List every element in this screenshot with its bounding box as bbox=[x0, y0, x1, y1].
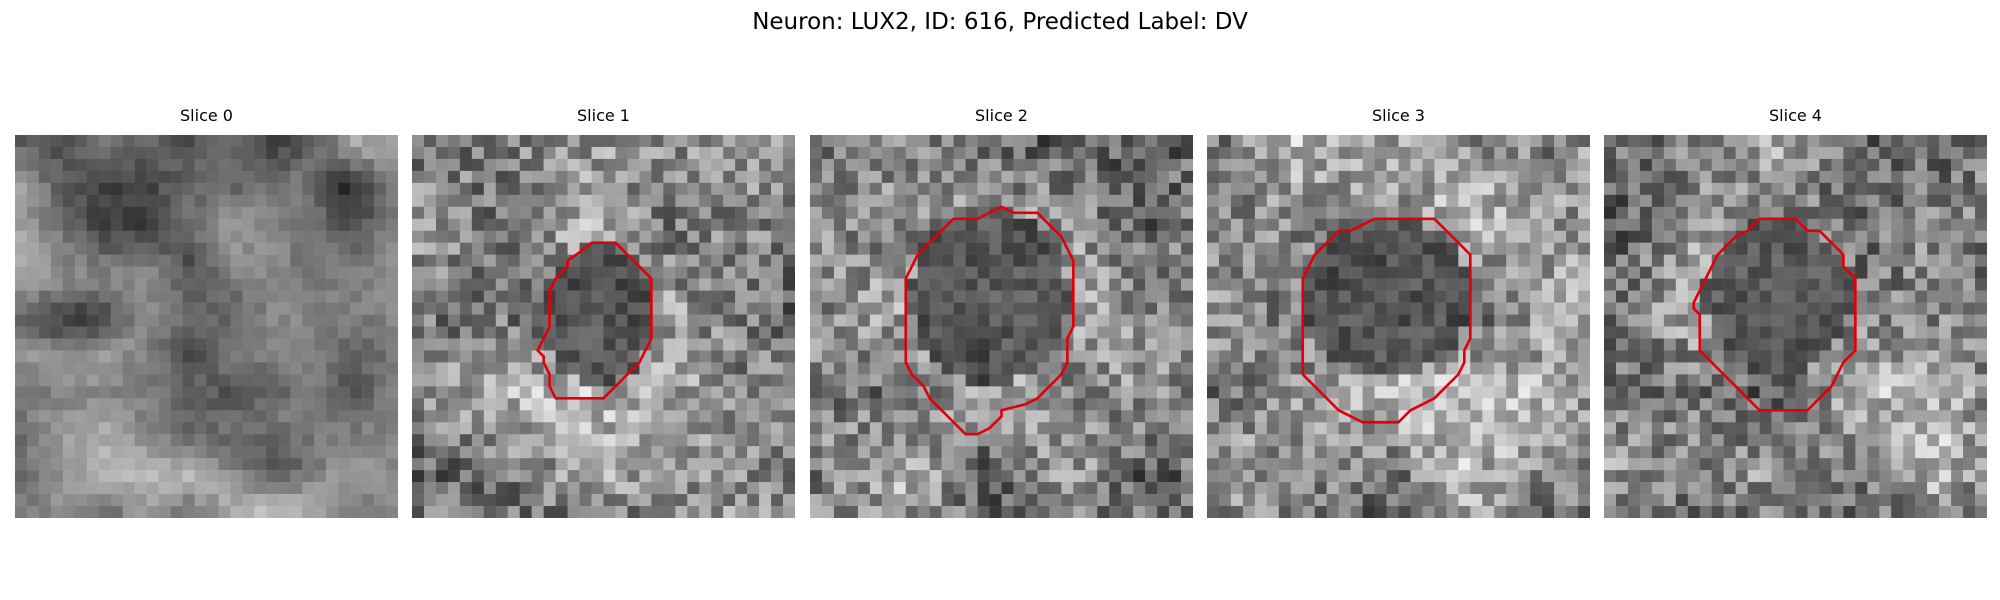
slice-image bbox=[412, 135, 795, 518]
neuron-contour bbox=[536, 241, 653, 400]
neuron-contour bbox=[1301, 217, 1472, 424]
slice-title: Slice 3 bbox=[1372, 106, 1425, 125]
slice-panel-1: Slice 1 bbox=[412, 106, 795, 518]
slice-image bbox=[1604, 135, 1987, 518]
slice-title: Slice 4 bbox=[1769, 106, 1822, 125]
slice-panel-0: Slice 0 bbox=[15, 106, 398, 518]
slice-panel-2: Slice 2 bbox=[810, 106, 1193, 518]
slice-image bbox=[810, 135, 1193, 518]
slice-panel-3: Slice 3 bbox=[1207, 106, 1590, 518]
slice-image bbox=[1207, 135, 1590, 518]
slice-image bbox=[15, 135, 398, 518]
slice-panel-4: Slice 4 bbox=[1604, 106, 1987, 518]
neuron-contour bbox=[1692, 217, 1857, 412]
neuron-contour bbox=[904, 205, 1075, 436]
slice-title: Slice 0 bbox=[180, 106, 233, 125]
slice-title: Slice 2 bbox=[975, 106, 1028, 125]
slice-title: Slice 1 bbox=[577, 106, 630, 125]
figure-title: Neuron: LUX2, ID: 616, Predicted Label: … bbox=[752, 9, 1248, 35]
